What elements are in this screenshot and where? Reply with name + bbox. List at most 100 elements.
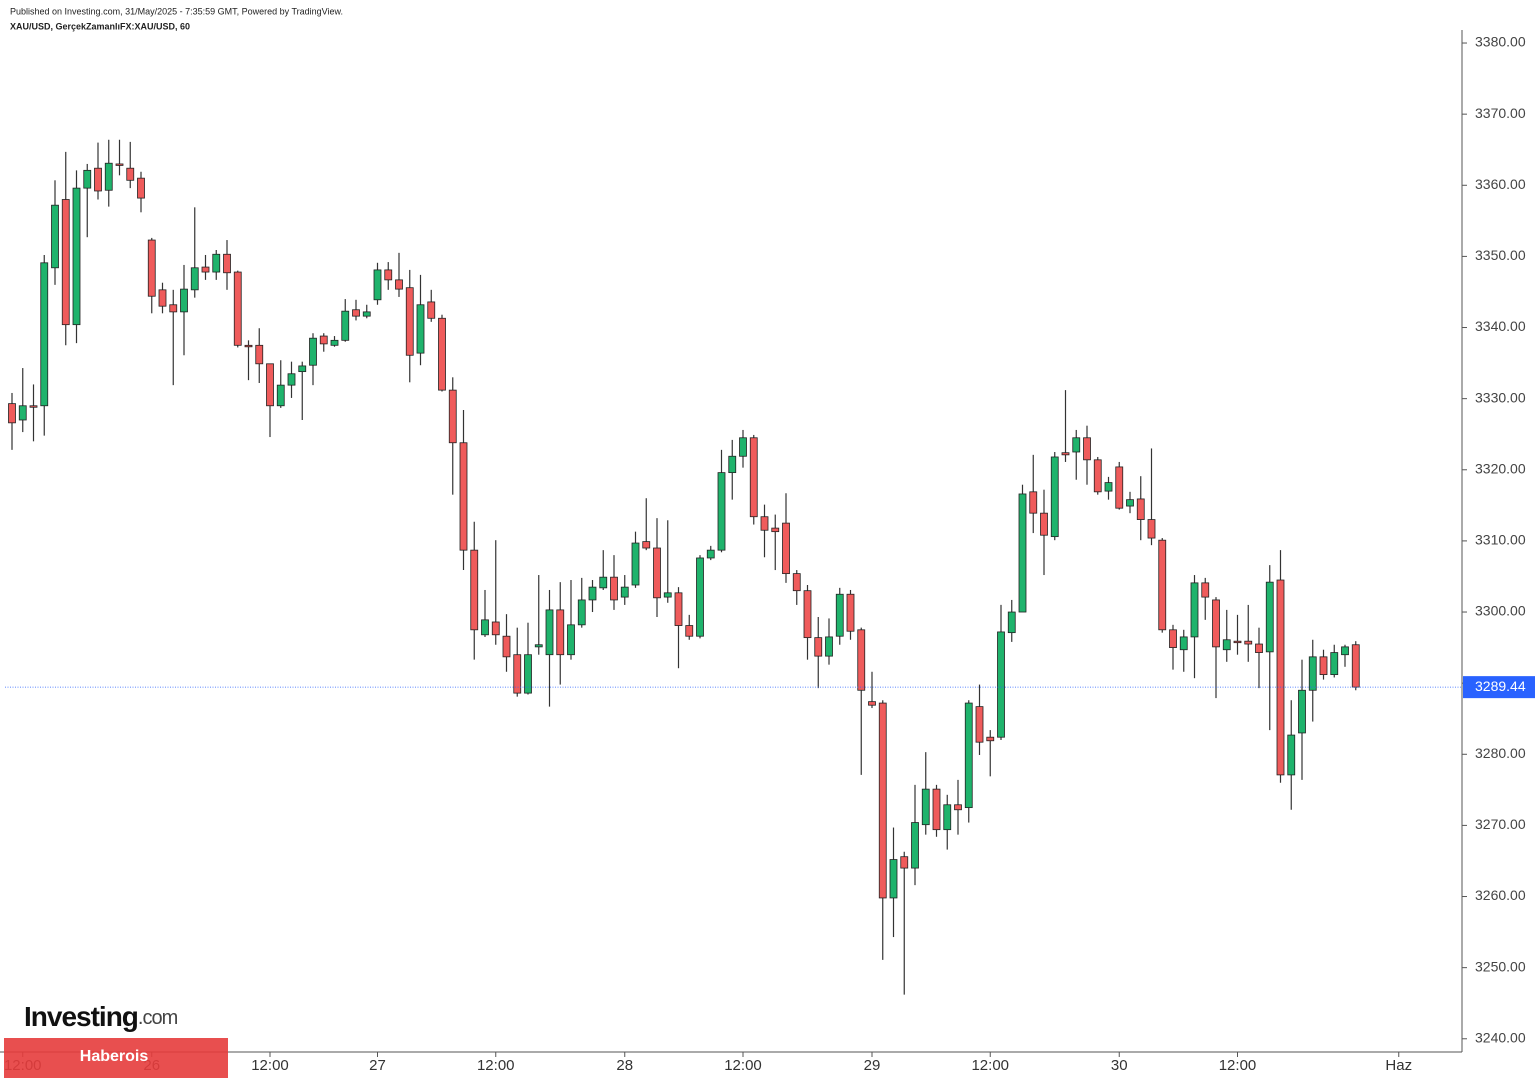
candle-body	[1083, 437, 1091, 461]
candle-body	[610, 576, 618, 601]
symbol-label: XAU/USD, GerçekZamanlıFX:XAU/USD, 60	[10, 21, 190, 31]
candle-body	[352, 309, 360, 317]
candle-body	[491, 621, 500, 636]
candle-body	[51, 204, 59, 269]
candle-body	[782, 522, 790, 575]
candle-body	[631, 542, 640, 586]
candle-body	[685, 625, 694, 637]
candle-body	[760, 516, 769, 531]
candle-body	[792, 573, 801, 592]
candle-body	[943, 804, 952, 831]
candle-body	[814, 637, 823, 657]
candle-body	[1126, 499, 1134, 507]
x-tick-label: 12:00	[724, 1057, 762, 1074]
candle-body	[1298, 689, 1306, 734]
y-tick-label: 3370.00	[1475, 105, 1526, 121]
candle-body	[126, 167, 135, 181]
candle-body	[1233, 640, 1242, 644]
candle-body	[212, 253, 221, 273]
candle-body	[1201, 582, 1210, 598]
candle-body	[997, 631, 1005, 738]
candle-body	[223, 253, 231, 274]
candle-body	[1276, 579, 1285, 776]
candle-body	[416, 304, 425, 354]
candle-body	[1319, 656, 1328, 676]
candle-body	[201, 266, 210, 273]
candle-body	[1136, 498, 1145, 520]
candle-body	[502, 635, 511, 658]
y-tick-label: 3380.00	[1475, 34, 1526, 50]
candle-body	[384, 269, 393, 281]
y-tick-label: 3300.00	[1475, 603, 1526, 619]
candle-body	[620, 586, 629, 598]
candle-body	[954, 804, 962, 811]
candle-body	[1050, 456, 1059, 538]
candle-body	[341, 310, 350, 341]
x-tick-label: 12:00	[1219, 1057, 1257, 1074]
candle-body	[83, 169, 92, 189]
candle-body	[835, 593, 844, 637]
logo: Investing.com	[24, 1001, 178, 1032]
plot-area: 3240.003250.003260.003270.003280.003290.…	[5, 34, 1535, 1057]
logo-suffix: .com	[138, 1007, 178, 1029]
candle-body	[470, 549, 479, 631]
candle-body	[1351, 644, 1360, 688]
x-tick-label: Haz	[1385, 1057, 1412, 1074]
candle-body	[674, 592, 683, 626]
candle-body	[900, 856, 909, 869]
candle-body	[1040, 512, 1048, 536]
candle-body	[739, 437, 747, 457]
candle-body	[72, 187, 81, 326]
candle-body	[921, 788, 930, 826]
candle-body	[749, 437, 758, 518]
candle-body	[137, 177, 145, 199]
candle-body	[534, 644, 543, 648]
candle-body	[1265, 581, 1274, 653]
candle-body	[706, 549, 715, 559]
candle-body	[911, 822, 919, 869]
candle-body	[169, 304, 178, 313]
candle-body	[717, 472, 726, 551]
candle-body	[481, 619, 489, 636]
candle-body	[448, 389, 457, 444]
candle-body	[1341, 646, 1349, 656]
y-tick-label: 3360.00	[1475, 176, 1526, 192]
candle-body	[642, 541, 651, 549]
candle-body	[1007, 611, 1016, 634]
x-tick-label: 29	[864, 1057, 881, 1074]
candle-body	[975, 706, 984, 743]
candle-body	[1244, 640, 1253, 645]
candle-body	[287, 373, 296, 386]
candle-body	[1104, 482, 1113, 492]
y-tick-label: 3250.00	[1475, 958, 1526, 974]
candle-body	[330, 339, 339, 346]
candle-body	[438, 317, 446, 391]
candle-body	[190, 267, 199, 291]
y-tick-label: 3270.00	[1475, 816, 1526, 832]
candle-body	[319, 335, 328, 345]
x-tick-label: 12:00	[477, 1057, 515, 1074]
candle-body	[524, 654, 532, 694]
last-price-tag	[1463, 676, 1535, 699]
candle-body	[513, 654, 522, 694]
y-tick-label: 3320.00	[1475, 460, 1526, 476]
overlay-label: Haberois	[80, 1048, 149, 1065]
y-tick-label: 3350.00	[1475, 247, 1526, 263]
x-tick-label: 28	[616, 1057, 633, 1074]
candle-body	[298, 365, 307, 373]
candle-body	[1093, 459, 1102, 493]
candle-body	[1255, 643, 1263, 653]
candle-body	[1287, 734, 1296, 776]
candle-body	[1147, 519, 1156, 539]
candle-body	[577, 599, 586, 626]
candle-body	[395, 279, 403, 290]
candle-body	[1115, 466, 1124, 509]
candle-body	[653, 547, 661, 599]
candle-body	[427, 301, 436, 319]
last-price-label: 3289.44	[1475, 678, 1526, 694]
y-tick-label: 3310.00	[1475, 532, 1526, 548]
candle-body	[40, 262, 49, 407]
candle-body	[362, 311, 371, 317]
